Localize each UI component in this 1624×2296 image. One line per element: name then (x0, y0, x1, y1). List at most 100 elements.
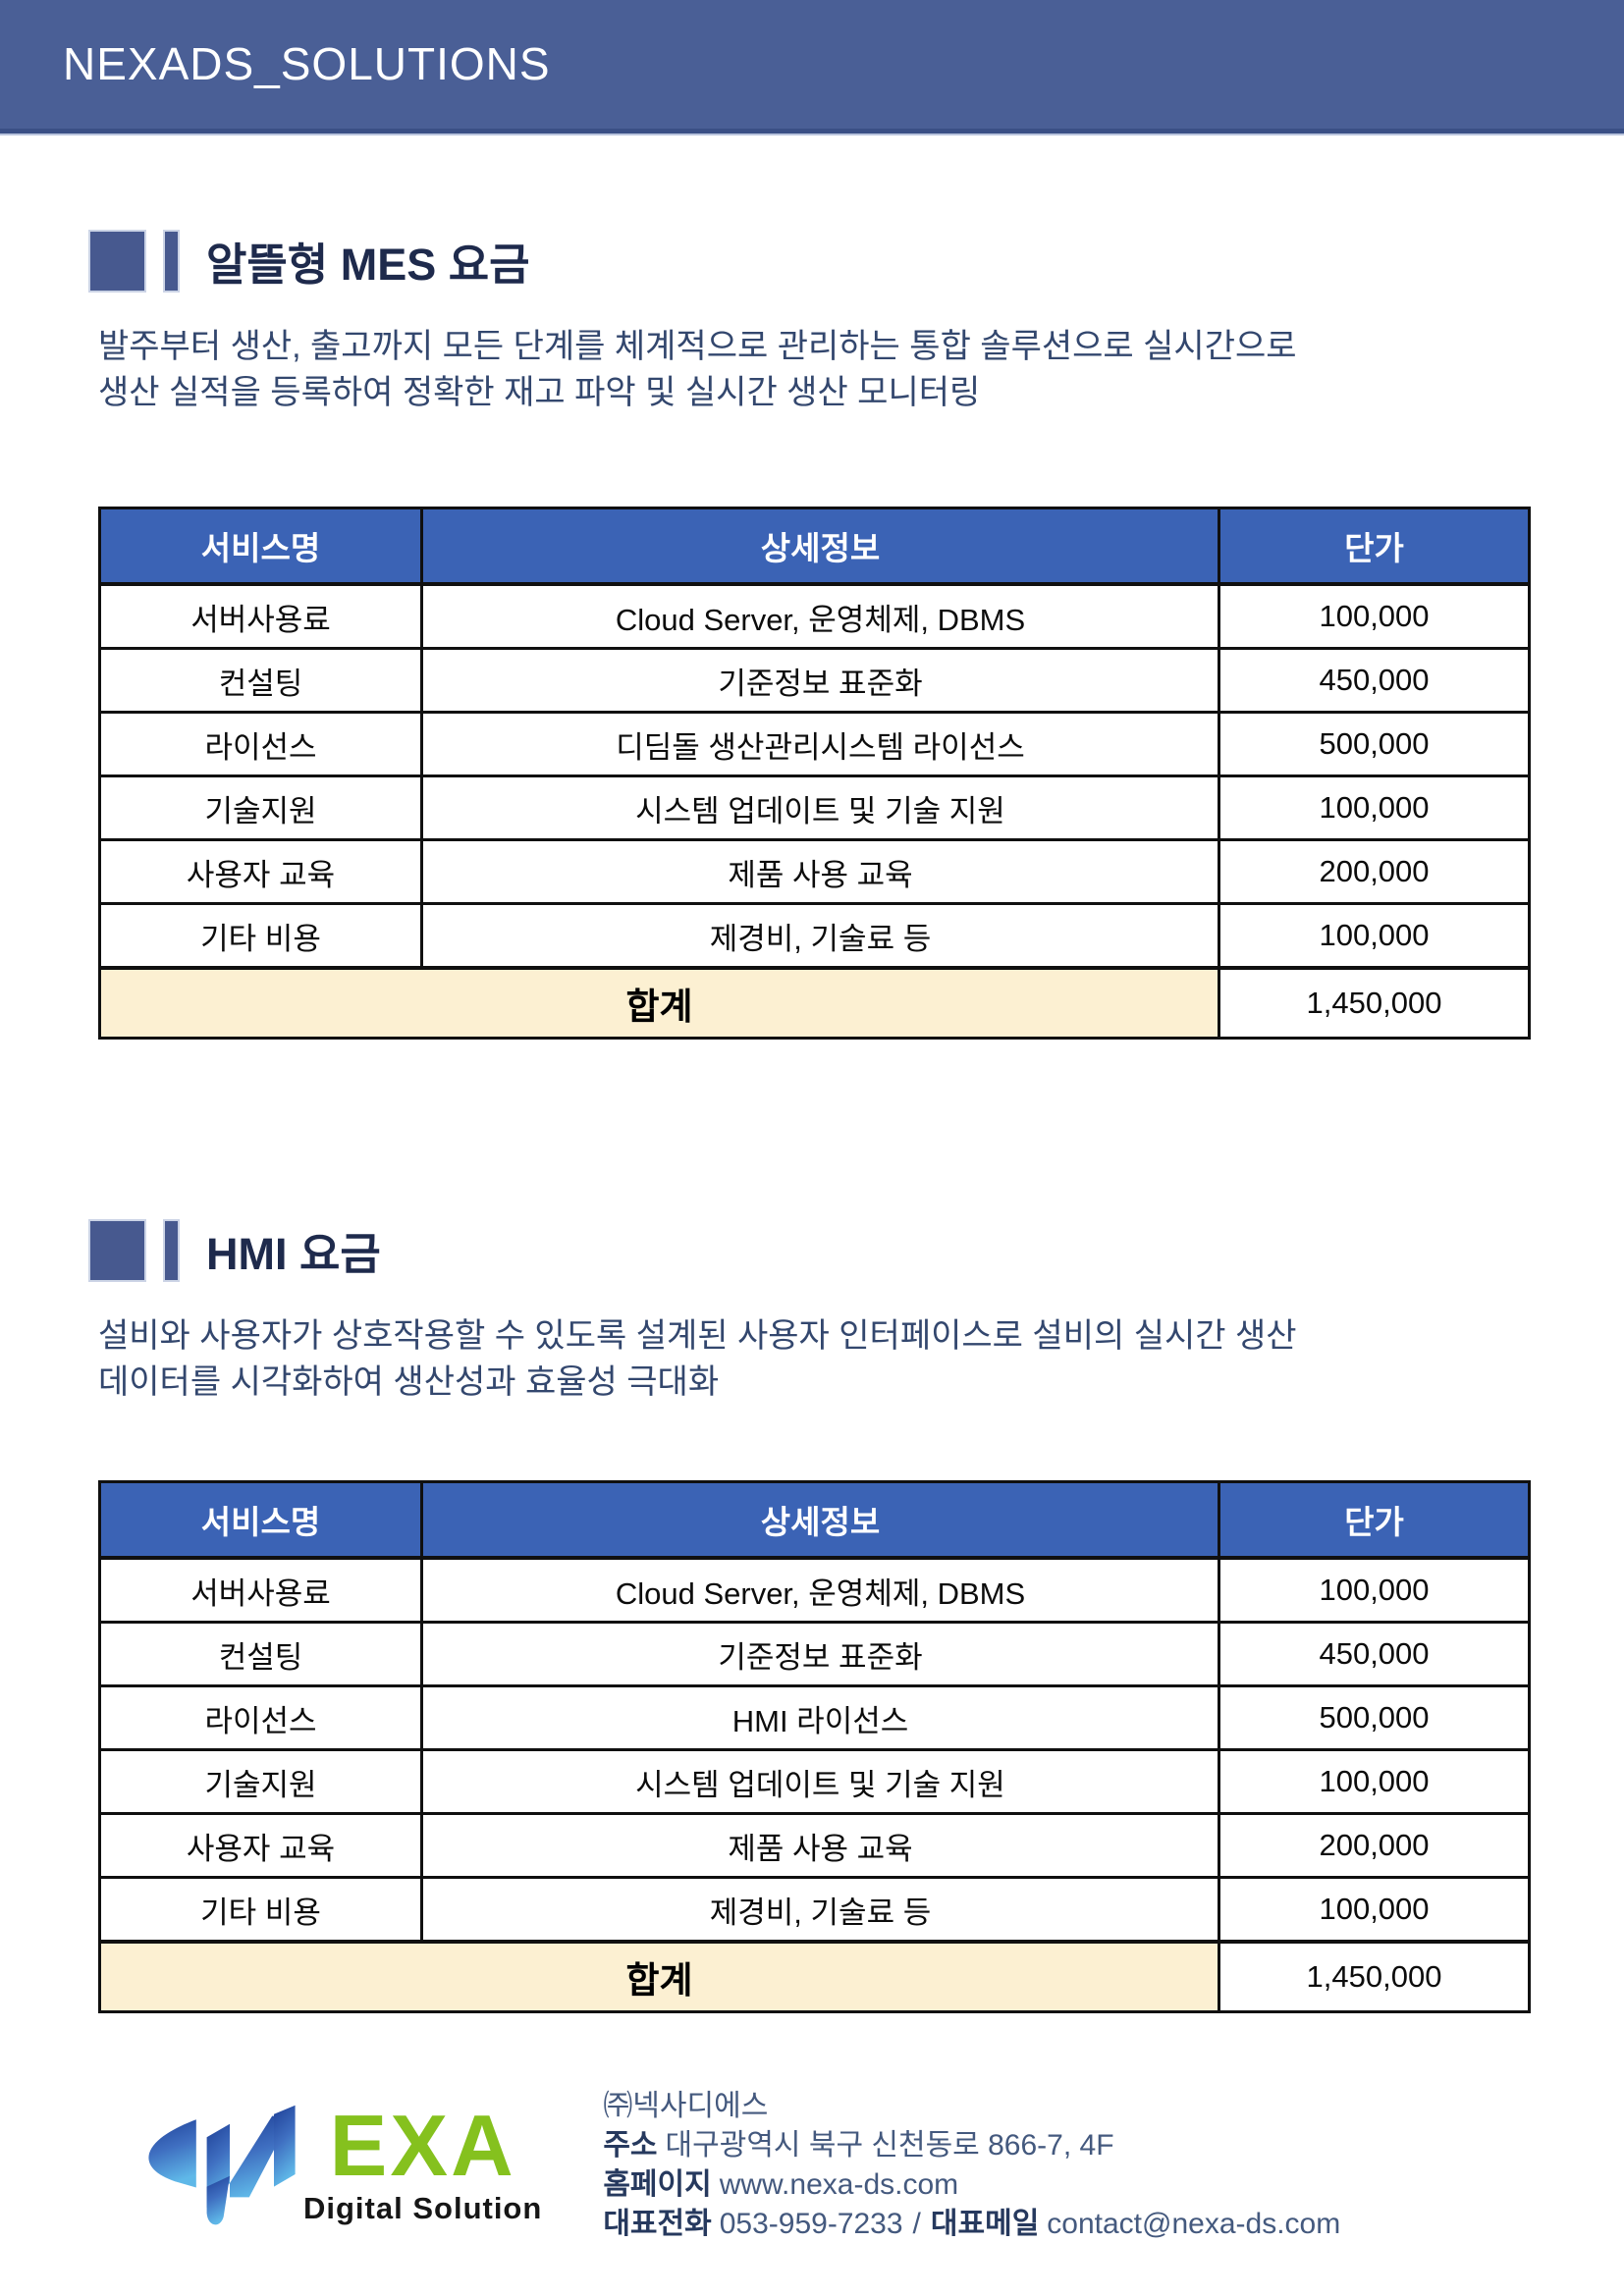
column-header-price: 단가 (1218, 507, 1531, 586)
website-label: 홈페이지 (603, 2168, 712, 2201)
table-row: 컨설팅 기준정보 표준화 450,000 (98, 647, 1531, 714)
total-label-cell: 합계 (98, 1940, 1220, 2013)
detail-cell: 제품 사용 교육 (420, 1812, 1220, 1879)
price-cell: 100,000 (1218, 582, 1531, 650)
address-value: 대구광역시 북구 신천동로 866-7, 4F (665, 2129, 1114, 2162)
contact-info: ㈜넥사디에스 주소 대구광역시 북구 신천동로 866-7, 4F 홈페이지 www… (603, 2087, 1340, 2244)
service-cell: 서버사용료 (98, 1556, 423, 1624)
table-header-row: 서비스명 상세정보 단가 (98, 1480, 1531, 1560)
section-hmi-title: HMI 요금 (206, 1229, 381, 1279)
banner-title: NEXADS_SOLUTIONS (63, 38, 551, 89)
service-cell: 기타 비용 (98, 1876, 423, 1944)
logo-subtitle: Digital Solution (303, 2191, 543, 2225)
section-marker-square-icon (88, 1218, 146, 1282)
price-cell: 500,000 (1218, 1684, 1531, 1751)
address-label: 주소 (603, 2129, 658, 2162)
logo-exa-text: EXA (329, 2097, 516, 2194)
section-mes-header: 알뜰형 MES 요금 (88, 229, 1624, 293)
service-cell: 기타 비용 (98, 902, 423, 970)
company-name: ㈜넥사디에스 (603, 2090, 769, 2122)
table-row: 기타 비용 제경비, 기술료 등 100,000 (98, 902, 1531, 970)
section-mes-description: 발주부터 생산, 출고까지 모든 단계를 체계적으로 관리하는 통합 솔루션으로… (98, 324, 1565, 416)
service-cell: 사용자 교육 (98, 838, 423, 905)
hmi-pricing-table: 서비스명 상세정보 단가 서버사용료 Cloud Server, 운영체제, DB… (98, 1480, 1531, 2013)
service-cell: 라이선스 (98, 1684, 423, 1751)
mes-pricing-table: 서비스명 상세정보 단가 서버사용료 Cloud Server, 운영체제, DB… (98, 507, 1531, 1040)
website-value: www.nexa-ds.com (719, 2168, 959, 2201)
service-cell: 컨설팅 (98, 647, 423, 714)
section-mes-title: 알뜰형 MES 요금 (206, 240, 530, 290)
top-banner: NEXADS_SOLUTIONS (0, 0, 1624, 135)
price-cell: 100,000 (1218, 1748, 1531, 1815)
phone-label: 대표전화 (603, 2208, 712, 2240)
address-row: 주소 대구광역시 북구 신천동로 866-7, 4F (603, 2126, 1340, 2165)
table-row: 컨설팅 기준정보 표준화 450,000 (98, 1621, 1531, 1687)
service-cell: 서버사용료 (98, 582, 423, 650)
section-marker-bar-icon (163, 229, 180, 293)
phone-value: 053-959-7233 (719, 2208, 903, 2240)
section-hmi-description: 설비와 사용자가 상호작용할 수 있도록 설계된 사용자 인터페이스로 설비의 … (98, 1313, 1565, 1406)
detail-cell: 시스템 업데이트 및 기술 지원 (420, 774, 1220, 841)
price-cell: 200,000 (1218, 1812, 1531, 1879)
table-row: 기술지원 시스템 업데이트 및 기술 지원 100,000 (98, 1748, 1531, 1815)
section-marker-bar-icon (163, 1218, 180, 1282)
detail-cell: Cloud Server, 운영체제, DBMS (420, 582, 1220, 650)
table-row: 서버사용료 Cloud Server, 운영체제, DBMS 100,000 (98, 1556, 1531, 1624)
section-marker-square-icon (88, 229, 146, 293)
service-cell: 사용자 교육 (98, 1812, 423, 1879)
detail-cell: 디딤돌 생산관리시스템 라이선스 (420, 711, 1220, 777)
description-line: 발주부터 생산, 출고까지 모든 단계를 체계적으로 관리하는 통합 솔루션으로… (98, 328, 1297, 365)
table-header-row: 서비스명 상세정보 단가 (98, 507, 1531, 586)
column-header-service: 서비스명 (98, 507, 423, 586)
table-row: 사용자 교육 제품 사용 교육 200,000 (98, 1812, 1531, 1879)
total-value-cell: 1,450,000 (1218, 966, 1531, 1040)
total-row: 합계 1,450,000 (98, 1940, 1531, 2013)
column-header-detail: 상세정보 (420, 1480, 1220, 1560)
section-hmi-header: HMI 요금 (88, 1218, 1624, 1282)
price-cell: 100,000 (1218, 1876, 1531, 1944)
website-row: 홈페이지 www.nexa-ds.com (603, 2165, 1340, 2205)
nexa-logo-text: EXA Digital Solution (303, 2097, 543, 2226)
nexa-n-logo-icon (148, 2105, 296, 2225)
price-cell: 100,000 (1218, 902, 1531, 970)
table-row: 기타 비용 제경비, 기술료 등 100,000 (98, 1876, 1531, 1944)
total-value-cell: 1,450,000 (1218, 1940, 1531, 2013)
total-label-cell: 합계 (98, 966, 1220, 1040)
phone-email-row: 대표전화 053-959-7233 / 대표메일 contact@nexa-ds.com (603, 2205, 1340, 2244)
column-header-service: 서비스명 (98, 1480, 423, 1560)
service-cell: 라이선스 (98, 711, 423, 777)
table-row: 라이선스 HMI 라이선스 500,000 (98, 1684, 1531, 1751)
description-line: 데이터를 시각화하여 생산성과 효율성 극대화 (98, 1363, 720, 1401)
section-hmi: HMI 요금 설비와 사용자가 상호작용할 수 있도록 설계된 사용자 인터페이… (0, 1218, 1624, 2013)
detail-cell: HMI 라이선스 (420, 1684, 1220, 1751)
detail-cell: 제경비, 기술료 등 (420, 1876, 1220, 1944)
section-mes: 알뜰형 MES 요금 발주부터 생산, 출고까지 모든 단계를 체계적으로 관리… (0, 229, 1624, 1040)
detail-cell: 제품 사용 교육 (420, 838, 1220, 905)
service-cell: 컨설팅 (98, 1621, 423, 1687)
column-header-detail: 상세정보 (420, 507, 1220, 586)
price-cell: 450,000 (1218, 647, 1531, 714)
column-header-price: 단가 (1218, 1480, 1531, 1560)
description-line: 생산 실적을 등록하여 정확한 재고 파악 및 실시간 생산 모니터링 (98, 374, 981, 411)
price-cell: 450,000 (1218, 1621, 1531, 1687)
table-row: 서버사용료 Cloud Server, 운영체제, DBMS 100,000 (98, 582, 1531, 650)
detail-cell: 기준정보 표준화 (420, 647, 1220, 714)
email-value: contact@nexa-ds.com (1047, 2208, 1341, 2240)
detail-cell: 시스템 업데이트 및 기술 지원 (420, 1748, 1220, 1815)
price-cell: 100,000 (1218, 774, 1531, 841)
nexa-logo: EXA Digital Solution (133, 2082, 542, 2249)
total-row: 합계 1,450,000 (98, 966, 1531, 1040)
price-cell: 500,000 (1218, 711, 1531, 777)
table-row: 라이선스 디딤돌 생산관리시스템 라이선스 500,000 (98, 711, 1531, 777)
footer: EXA Digital Solution ㈜넥사디에스 주소 대구광역시 북구 신… (133, 2082, 1624, 2249)
description-line: 설비와 사용자가 상호작용할 수 있도록 설계된 사용자 인터페이스로 설비의 … (98, 1317, 1297, 1355)
table-row: 기술지원 시스템 업데이트 및 기술 지원 100,000 (98, 774, 1531, 841)
price-cell: 200,000 (1218, 838, 1531, 905)
service-cell: 기술지원 (98, 1748, 423, 1815)
email-label: 대표메일 (930, 2208, 1040, 2240)
service-cell: 기술지원 (98, 774, 423, 841)
detail-cell: Cloud Server, 운영체제, DBMS (420, 1556, 1220, 1624)
detail-cell: 기준정보 표준화 (420, 1621, 1220, 1687)
table-row: 사용자 교육 제품 사용 교육 200,000 (98, 838, 1531, 905)
separator: / (912, 2208, 921, 2240)
